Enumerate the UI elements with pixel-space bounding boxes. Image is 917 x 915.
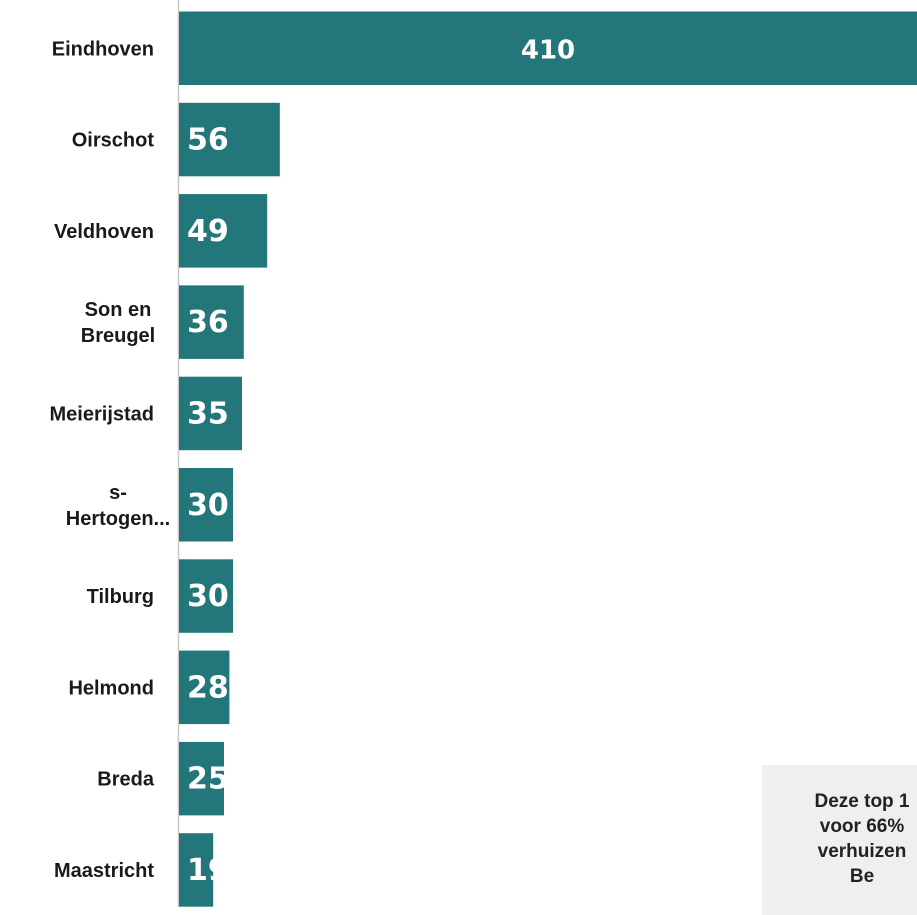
category-label-7-line-0: Helmond — [68, 677, 154, 699]
value-label-0: 410 — [521, 35, 575, 65]
category-label-0-line-0: Eindhoven — [52, 38, 154, 60]
bar-0 — [179, 11, 917, 85]
bars-group: 410 56 49 36 35 30 30 28 25 19 — [179, 11, 917, 907]
category-label-4: Meierijstad — [50, 403, 154, 425]
category-label-5-line-0: s- — [109, 482, 127, 504]
bar-6 — [179, 559, 233, 633]
bar-5 — [179, 468, 233, 542]
bar-7 — [179, 650, 230, 725]
value-label-5: 30 — [187, 488, 229, 523]
category-label-0: Eindhoven — [52, 38, 154, 60]
category-label-2: Veldhoven — [54, 221, 154, 243]
value-label-1: 56 — [187, 123, 229, 158]
category-label-8: Breda — [97, 769, 155, 791]
value-label-8: 25 — [187, 762, 229, 797]
category-label-4-line-0: Meierijstad — [50, 403, 154, 425]
bar-4 — [179, 376, 242, 451]
category-label-6: Tilburg — [87, 586, 154, 608]
category-label-8-line-0: Breda — [97, 769, 155, 791]
note-line-4: Be — [849, 866, 875, 887]
bar-2 — [179, 194, 268, 268]
note-box: Deze top 1 voor 66% verhuizen Be — [762, 765, 917, 915]
value-label-4: 35 — [187, 396, 229, 431]
bar-9 — [179, 833, 214, 907]
note-line-3: verhuizen — [817, 841, 907, 862]
bar-1 — [179, 102, 280, 177]
bar-8 — [179, 741, 224, 816]
value-label-6: 30 — [187, 579, 229, 614]
category-label-3: Son en Breugel — [81, 299, 155, 347]
note-line-1: Deze top 1 — [814, 791, 910, 812]
category-label-1-line-0: Oirschot — [72, 130, 155, 152]
value-label-2: 49 — [187, 214, 229, 249]
category-label-1: Oirschot — [72, 130, 155, 152]
category-label-3-line-1: Breugel — [81, 325, 155, 347]
category-label-3-line-0: Son en — [85, 299, 152, 321]
bar-3 — [179, 285, 244, 359]
category-label-9-line-0: Maastricht — [54, 860, 154, 882]
value-label-3: 36 — [187, 305, 229, 340]
value-label-9: 19 — [187, 853, 229, 888]
category-label-9: Maastricht — [54, 860, 154, 882]
category-label-7: Helmond — [68, 677, 154, 699]
category-labels-group: Eindhoven Oirschot Veldhoven Son en Breugel M… — [50, 38, 171, 882]
value-label-7: 28 — [187, 670, 229, 705]
note-line-2: voor 66% — [819, 816, 905, 837]
category-label-5: s- Hertogen... — [66, 482, 170, 530]
category-label-5-line-1: Hertogen... — [66, 508, 170, 530]
category-label-6-line-0: Tilburg — [87, 586, 154, 608]
category-label-2-line-0: Veldhoven — [54, 221, 154, 243]
